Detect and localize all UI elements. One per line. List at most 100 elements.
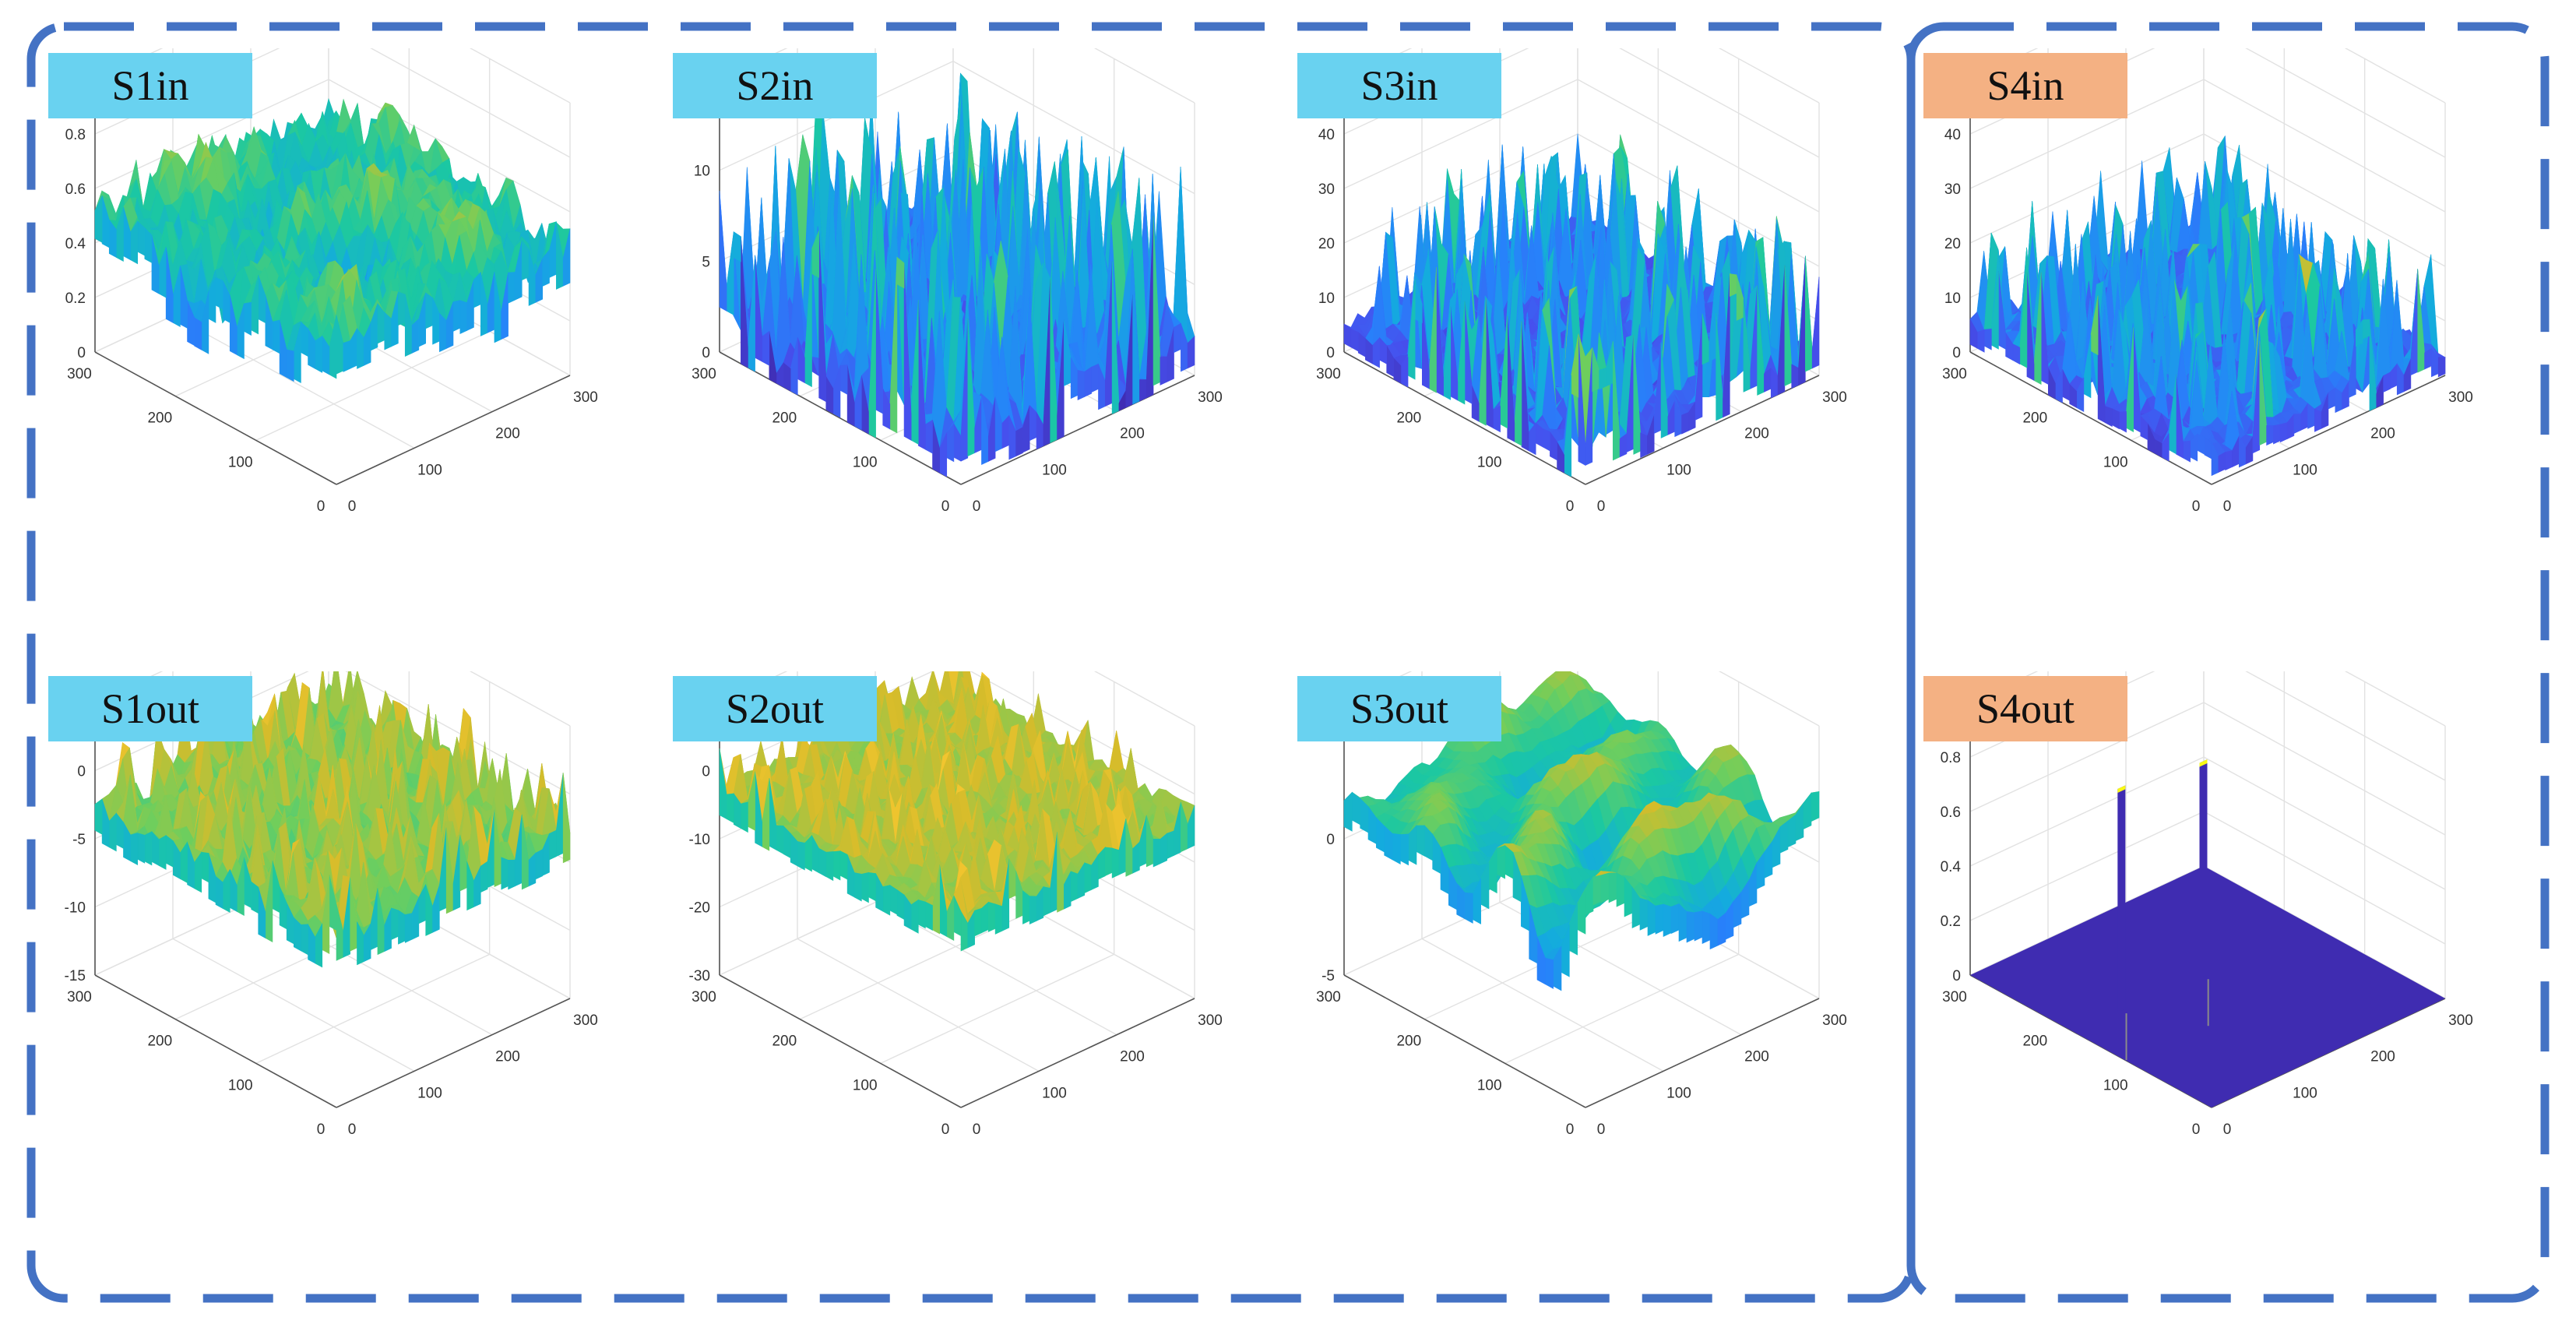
x-tick-label: 200 xyxy=(2370,426,2395,442)
z-tick-label: 30 xyxy=(1318,181,1335,198)
x-tick-label: 200 xyxy=(1744,426,1769,442)
z-tick-label: 0 xyxy=(77,764,86,780)
surface-skirt xyxy=(2266,425,2274,446)
surface-skirt xyxy=(265,294,273,350)
surface-skirt xyxy=(425,292,433,329)
surface-skirt xyxy=(762,330,770,366)
x-tick-label: 0 xyxy=(2223,498,2232,515)
x-tick-label: 0 xyxy=(973,498,981,515)
surface-skirt xyxy=(925,419,933,454)
surface-skirt xyxy=(1805,255,1813,372)
surface-skirt xyxy=(1557,442,1564,474)
surface-skirt xyxy=(2026,273,2035,382)
y-tick-label: 100 xyxy=(2103,454,2128,470)
surface-skirt xyxy=(1647,414,1655,455)
x-tick-label: 0 xyxy=(348,1122,357,1138)
surface-skirt xyxy=(2252,340,2261,454)
z-tick-label: 20 xyxy=(1318,236,1335,252)
z-tick-label: -10 xyxy=(65,900,86,917)
panel-label-s4in: S4in xyxy=(1923,53,2127,118)
surface-skirt xyxy=(818,230,827,403)
surface-skirt xyxy=(825,375,834,414)
z-tick-label: 0 xyxy=(702,345,710,361)
y-axis-line xyxy=(719,351,962,485)
y-tick-label: 100 xyxy=(228,1077,253,1093)
x-tick-label: 200 xyxy=(1120,426,1145,442)
surface-skirt xyxy=(315,335,323,373)
surface-skirt xyxy=(1357,332,1366,357)
surface-skirt xyxy=(515,240,523,301)
surface-skirt xyxy=(165,247,174,323)
y-tick-label: 0 xyxy=(941,498,950,515)
x-tick-label: 0 xyxy=(348,498,357,515)
x-axis-line xyxy=(336,375,571,485)
y-tick-label: 0 xyxy=(2192,498,2201,515)
surface-skirt xyxy=(398,291,406,326)
surface-skirt xyxy=(2005,332,2014,361)
z-tick-label: 0.8 xyxy=(65,127,86,143)
surface-skirt xyxy=(1471,385,1480,422)
surface-skirt xyxy=(94,195,103,243)
surface-skirt xyxy=(1015,427,1023,457)
surface-skirt xyxy=(363,322,371,366)
surface-skirt xyxy=(1694,313,1703,421)
z-tick-label: 20 xyxy=(1944,236,1961,252)
surface-skirt xyxy=(279,319,287,379)
panel-label-s3in: S3in xyxy=(1297,53,1501,118)
surface-skirt xyxy=(2279,422,2288,443)
y-tick-label: 200 xyxy=(147,410,172,427)
x-tick-label: 300 xyxy=(2448,389,2473,406)
z-tick-label: 30 xyxy=(1944,181,1961,198)
z-tick-label: 10 xyxy=(694,164,710,180)
z-tick-label: 40 xyxy=(1318,127,1335,143)
y-tick-label: 200 xyxy=(1396,410,1421,427)
panel-label-s1in: S1in xyxy=(48,53,252,118)
y-tick-label: 300 xyxy=(1316,366,1341,382)
surface-skirt xyxy=(562,228,571,287)
surface-skirt xyxy=(542,248,550,287)
surface-skirt xyxy=(391,291,399,347)
y-tick-label: 100 xyxy=(228,454,253,470)
surface-skirt xyxy=(1729,273,1737,298)
surface-skirt xyxy=(846,364,855,427)
surface-skirt xyxy=(1578,333,1586,466)
surface-skirt xyxy=(1681,412,1689,435)
y-tick-label: 300 xyxy=(67,989,92,1005)
surface-skirt xyxy=(244,301,252,336)
y-axis-line xyxy=(1969,351,2212,485)
surface-skirt xyxy=(1493,405,1501,433)
surface-skirt xyxy=(2069,383,2078,408)
surface-s4in xyxy=(1969,136,2447,477)
surface-skirt xyxy=(2245,435,2254,465)
surface-skirt xyxy=(2321,392,2329,429)
z-tick-label: -5 xyxy=(72,832,86,848)
surface-skirt xyxy=(1145,216,1154,399)
surface-skirt xyxy=(1969,319,1978,349)
surface-plot-s3in: 0100200300010020030001020304050 xyxy=(1316,48,1847,515)
surface-skirt xyxy=(370,303,378,351)
surface-skirt xyxy=(1386,344,1395,378)
x-tick-label: 100 xyxy=(1042,462,1067,478)
surface-skirt xyxy=(1811,276,1820,369)
x-tick-label: 100 xyxy=(1666,462,1691,478)
surface-skirt xyxy=(1174,322,1181,354)
surface-skirt xyxy=(2342,380,2349,410)
surface-skirt xyxy=(2437,357,2446,378)
x-tick-label: 300 xyxy=(1198,389,1223,406)
z-tick-label: 0 xyxy=(1326,345,1335,361)
surface-skirt xyxy=(1507,315,1515,442)
surface-skirt xyxy=(508,272,516,304)
surface-skirt xyxy=(741,236,748,368)
surface-skirt xyxy=(501,273,509,340)
surface-skirt xyxy=(903,262,912,441)
y-tick-label: 300 xyxy=(1942,366,1967,382)
surface-skirt xyxy=(286,349,294,382)
surface-skirt xyxy=(144,227,153,263)
surface-plot-s4in: 0100200300010020030001020304050 xyxy=(1942,48,2473,515)
surface-skirt xyxy=(466,280,474,331)
surface-skirt xyxy=(108,219,117,259)
surface-skirt xyxy=(2293,414,2302,435)
surface-skirt xyxy=(2112,408,2120,430)
surface-plot-s2in: 01002003000100200300051015 xyxy=(692,48,1223,515)
z-tick-label: 10 xyxy=(1944,291,1961,307)
